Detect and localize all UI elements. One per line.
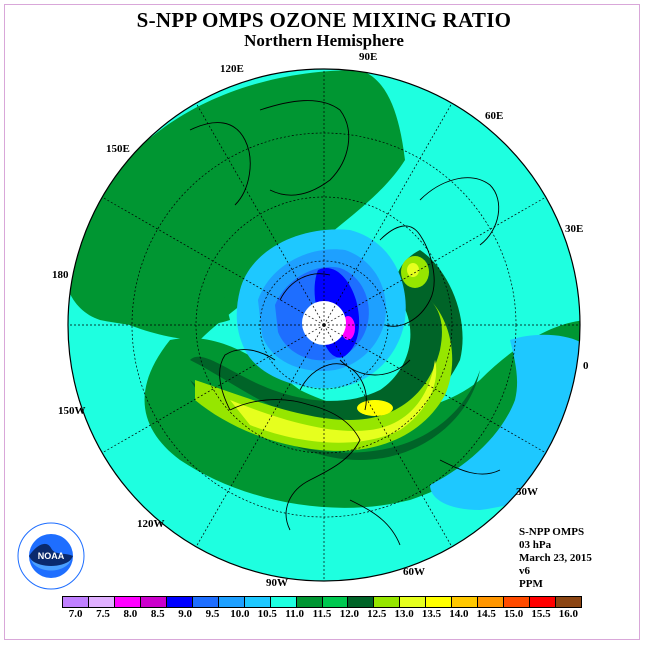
ozone-field <box>68 69 580 581</box>
colorbar-swatch <box>218 597 245 607</box>
lon-label-150w: 150W <box>58 405 86 417</box>
colorbar-tick-label: 13.5 <box>421 608 442 620</box>
colorbar-tick-label: 8.5 <box>150 608 165 620</box>
lon-label-60w: 60W <box>403 566 425 578</box>
colorbar-tick-label: 13.0 <box>394 608 414 620</box>
colorbar-tick-label: 7.5 <box>96 608 110 620</box>
info-block: S-NPP OMPS 03 hPa March 23, 2015 v6 PPM <box>519 526 592 591</box>
plot-frame <box>4 4 640 640</box>
info-instrument: S-NPP OMPS <box>519 526 585 538</box>
colorbar-tick-label: 14.0 <box>449 608 469 620</box>
lon-label-180: 180 <box>52 269 69 281</box>
info-date: March 23, 2015 <box>519 552 592 564</box>
map-subtitle: Northern Hemisphere <box>244 31 404 50</box>
colorbar-swatch <box>296 597 323 607</box>
colorbar-swatch <box>348 597 375 607</box>
colorbar-swatch <box>374 597 401 607</box>
info-units: PPM <box>519 578 543 590</box>
colorbar-swatch <box>63 597 89 607</box>
colorbar-tick-label: 11.5 <box>312 608 332 620</box>
lon-label-150e: 150E <box>106 143 130 155</box>
noaa-logo-text: NOAA <box>38 551 65 561</box>
info-level: 03 hPa <box>519 539 552 551</box>
colorbar-swatch <box>322 597 349 607</box>
lon-label-60e: 60E <box>485 110 504 122</box>
colorbar-swatch <box>400 597 427 607</box>
colorbar-tick-label: 9.0 <box>178 608 193 620</box>
lon-label-90e: 90E <box>359 51 378 63</box>
map-title: S-NPP OMPS OZONE MIXING RATIO <box>136 8 512 32</box>
colorbar-swatch <box>530 597 557 607</box>
colorbar-swatch <box>452 597 479 607</box>
colorbar-swatch <box>114 597 141 607</box>
lon-label-90w: 90W <box>266 577 288 589</box>
colorbar-swatch <box>556 597 582 607</box>
colorbar-tick-label: 7.0 <box>68 608 83 620</box>
colorbar-swatch <box>504 597 531 607</box>
colorbar-tick-label: 10.0 <box>230 608 250 620</box>
colorbar-tick-label: 15.0 <box>503 608 524 620</box>
colorbar-tick-label: 9.5 <box>205 608 220 620</box>
colorbar-swatch <box>140 597 167 607</box>
info-version: v6 <box>519 565 530 577</box>
colorbar-swatch <box>244 597 271 607</box>
colorbar-tick-label: 15.5 <box>531 608 551 620</box>
colorbar-tick-label: 16.0 <box>558 608 578 620</box>
colorbar-swatch <box>88 597 115 607</box>
lon-label-120w: 120W <box>137 518 165 530</box>
colorbar-tick-label: 14.5 <box>476 608 496 620</box>
colorbar-swatch <box>426 597 453 607</box>
colorbar-swatch <box>192 597 219 607</box>
colorbar-tick-label: 11.0 <box>285 608 304 620</box>
lon-label-120e: 120E <box>220 63 244 75</box>
colorbar-tick-label: 12.0 <box>339 608 359 620</box>
colorbar-tick-label: 12.5 <box>367 608 387 620</box>
colorbar <box>62 596 582 608</box>
noaa-logo: NOAA <box>17 522 85 590</box>
lon-label-0: 0 <box>583 360 589 372</box>
colorbar-swatch <box>478 597 505 607</box>
colorbar-swatch <box>270 597 297 607</box>
colorbar-swatch <box>166 597 193 607</box>
colorbar-tick-label: 10.5 <box>257 608 277 620</box>
colorbar-tick-label: 8.0 <box>123 608 138 620</box>
map-boundary <box>67 68 581 582</box>
lon-label-30w: 30W <box>516 486 538 498</box>
lon-label-30e: 30E <box>565 223 584 235</box>
